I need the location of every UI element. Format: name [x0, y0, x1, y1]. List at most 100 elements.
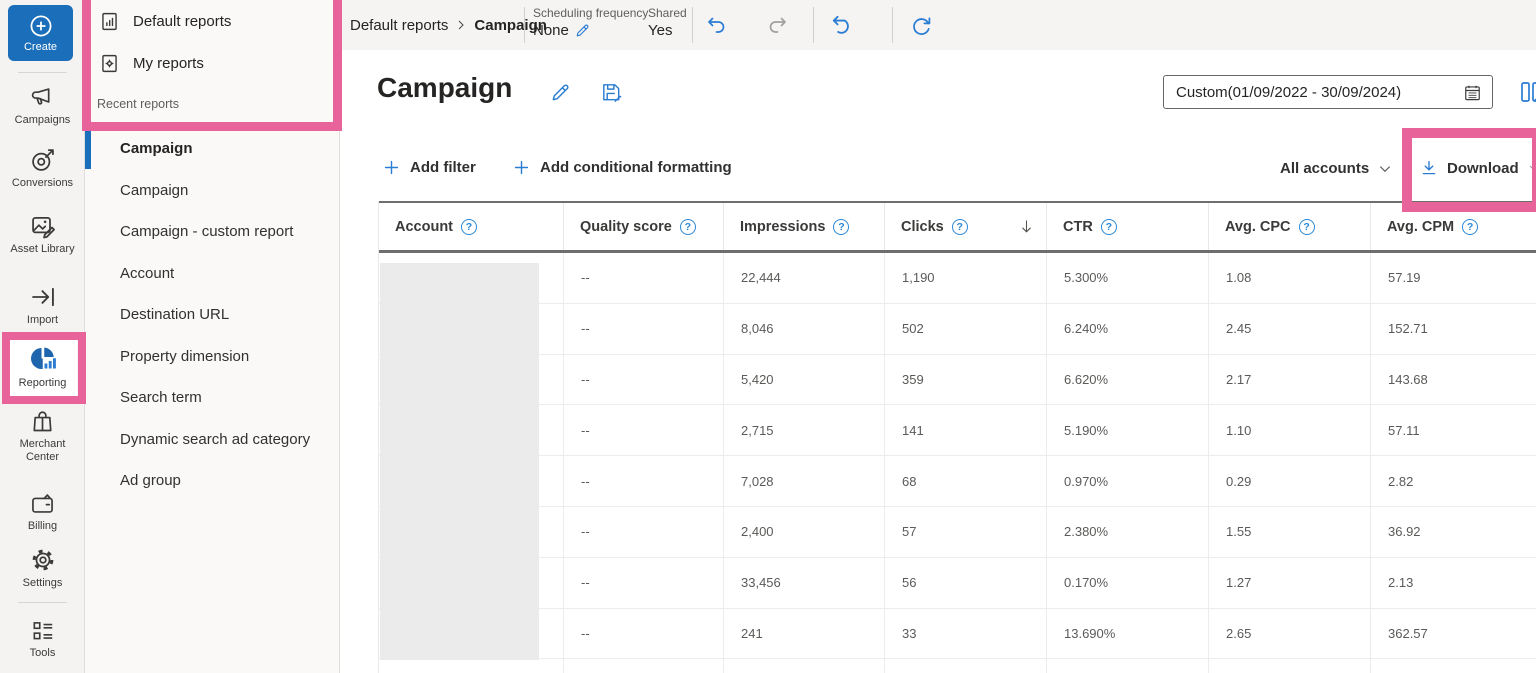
table-cell: 33: [885, 608, 1047, 660]
sidebar-item-tools[interactable]: Tools: [0, 618, 85, 660]
table-cell: 1.10: [1209, 405, 1371, 457]
table-cell: 241: [724, 608, 885, 660]
toolbar-divider: [892, 7, 893, 43]
create-button[interactable]: Create: [8, 5, 73, 61]
accounts-filter-dropdown[interactable]: All accounts: [1280, 160, 1392, 177]
toolbar-divider: [692, 7, 693, 43]
help-icon[interactable]: ?: [461, 218, 477, 235]
column-header-avg-cpm[interactable]: Avg. CPM ?: [1371, 203, 1536, 250]
table-cell: --: [564, 253, 724, 304]
table-cell: [724, 659, 885, 673]
column-header-quality-score[interactable]: Quality score ?: [564, 203, 724, 250]
sidebar-item-recent-report[interactable]: Campaign: [120, 181, 189, 199]
table-row[interactable]: -- 2,715 141 5.190% 1.10 57.11: [379, 405, 1536, 457]
table-cell: 1,190: [885, 253, 1047, 304]
table-cell: 1.55: [1209, 506, 1371, 558]
calendar-icon: [1463, 83, 1482, 102]
shared-value: Yes: [648, 22, 673, 39]
download-icon: [1420, 159, 1438, 177]
sidebar-item-label: Default reports: [133, 12, 232, 30]
sidebar-item-recent-report[interactable]: Campaign - custom report: [120, 223, 294, 240]
report-table: Account ? Quality score ? Impressions ? …: [378, 201, 1536, 673]
table-body: -- 22,444 1,190 5.300% 1.08 57.19 -- 8,046 502 6.…: [379, 253, 1536, 673]
undo-all-icon: [832, 15, 849, 34]
table-cell: 57.11: [1371, 405, 1536, 457]
edit-schedule-pencil-icon[interactable]: [574, 22, 591, 39]
sidebar-item-recent-report[interactable]: Destination URL: [120, 306, 230, 323]
sidebar-item-billing[interactable]: Billing: [0, 490, 85, 533]
sidebar-item-campaigns[interactable]: Campaigns: [0, 84, 85, 127]
chevron-down-icon: [1378, 162, 1392, 176]
table-cell: 5.190%: [1047, 405, 1209, 457]
sidebar-item-settings[interactable]: Settings: [0, 546, 85, 590]
column-header-avg-cpc[interactable]: Avg. CPC ?: [1209, 203, 1371, 250]
column-header-ctr[interactable]: CTR ?: [1047, 203, 1209, 250]
download-button[interactable]: Download: [1420, 159, 1536, 177]
help-icon[interactable]: ?: [1462, 218, 1479, 235]
column-header-impressions[interactable]: Impressions ?: [724, 203, 885, 250]
edit-columns-icon[interactable]: [1521, 81, 1536, 104]
table-cell: 152.71: [1371, 303, 1536, 355]
table-row[interactable]: -- 22,444 1,190 5.300% 1.08 57.19: [379, 253, 1536, 304]
sidebar-item-my-reports[interactable]: My reports: [85, 42, 340, 84]
table-cell: --: [564, 354, 724, 406]
redacted-account-names: [380, 263, 539, 660]
table-row[interactable]: -- 2,400 57 2.380% 1.55 36.92: [379, 506, 1536, 558]
sidebar-item-import[interactable]: Import: [0, 283, 85, 327]
sidebar-item-merchant-center[interactable]: Merchant Center: [0, 408, 85, 464]
sidebar-item-recent-report[interactable]: Account: [120, 264, 175, 282]
megaphone-icon: [29, 84, 56, 111]
table-cell: 13.690%: [1047, 608, 1209, 660]
table-cell: 5,420: [724, 354, 885, 406]
help-icon[interactable]: ?: [833, 218, 850, 235]
sidebar-item-conversions[interactable]: Conversions: [0, 146, 85, 190]
table-row[interactable]: [379, 659, 1536, 673]
shared-label: Shared: [648, 6, 687, 20]
table-row[interactable]: -- 241 33 13.690% 2.65 362.57: [379, 608, 1536, 660]
date-range-picker[interactable]: Custom(01/09/2022 - 30/09/2024): [1163, 75, 1493, 109]
column-header-clicks[interactable]: Clicks ?: [885, 203, 1047, 250]
add-conditional-formatting-button[interactable]: Add conditional formatting: [512, 158, 732, 177]
sidebar-item-asset-library[interactable]: Asset Library: [0, 212, 85, 256]
table-cell: 2.17: [1209, 354, 1371, 406]
help-icon[interactable]: ?: [1100, 218, 1117, 235]
table-row[interactable]: -- 8,046 502 6.240% 2.45 152.71: [379, 303, 1536, 355]
rail-item-label: Reporting: [18, 377, 67, 389]
table-cell: --: [564, 456, 724, 507]
table-row[interactable]: -- 33,456 56 0.170% 1.27 2.13: [379, 557, 1536, 609]
table-cell: 0.170%: [1047, 557, 1209, 609]
report-toolbar: Default reports Campaign Scheduling freq…: [340, 0, 1536, 50]
save-as-icon[interactable]: [600, 81, 623, 104]
breadcrumb-root[interactable]: Default reports: [350, 16, 449, 34]
table-cell: 2,400: [724, 506, 885, 558]
document-gear-icon: [99, 53, 120, 74]
table-cell: 7,028: [724, 456, 885, 507]
sidebar-item-recent-report[interactable]: Search term: [120, 389, 202, 406]
sidebar-item-default-reports[interactable]: Default reports: [85, 0, 340, 42]
column-header-account[interactable]: Account ?: [379, 203, 564, 250]
table-cell: 6.620%: [1047, 354, 1209, 406]
rail-item-label: Merchant Center: [19, 438, 66, 463]
table-cell: 5.300%: [1047, 253, 1209, 304]
sort-descending-icon[interactable]: [1019, 218, 1034, 235]
redo-button[interactable]: [762, 11, 792, 41]
sidebar-item-recent-report[interactable]: Dynamic search ad category: [120, 430, 311, 448]
refresh-button[interactable]: [906, 11, 936, 41]
table-row[interactable]: -- 5,420 359 6.620% 2.17 143.68: [379, 354, 1536, 406]
sidebar-item-reporting[interactable]: Reporting: [0, 344, 85, 390]
add-filter-button[interactable]: Add filter: [382, 158, 476, 177]
sidebar-item-recent-report[interactable]: Property dimension: [120, 347, 250, 365]
table-cell: --: [564, 303, 724, 355]
sidebar-item-recent-report[interactable]: Ad group: [120, 472, 181, 489]
help-icon[interactable]: ?: [679, 218, 696, 235]
rail-item-label: Tools: [29, 647, 56, 659]
help-icon[interactable]: ?: [1298, 218, 1315, 235]
table-row[interactable]: -- 7,028 68 0.970% 0.29 2.82: [379, 456, 1536, 507]
table-cell: 362.57: [1371, 608, 1536, 660]
undo-all-button[interactable]: [828, 11, 858, 41]
edit-report-name-pencil-icon[interactable]: [549, 81, 572, 104]
undo-button[interactable]: [702, 11, 732, 41]
table-cell: 8,046: [724, 303, 885, 355]
sidebar-item-recent-report[interactable]: Campaign: [120, 140, 193, 157]
help-icon[interactable]: ?: [951, 218, 968, 235]
